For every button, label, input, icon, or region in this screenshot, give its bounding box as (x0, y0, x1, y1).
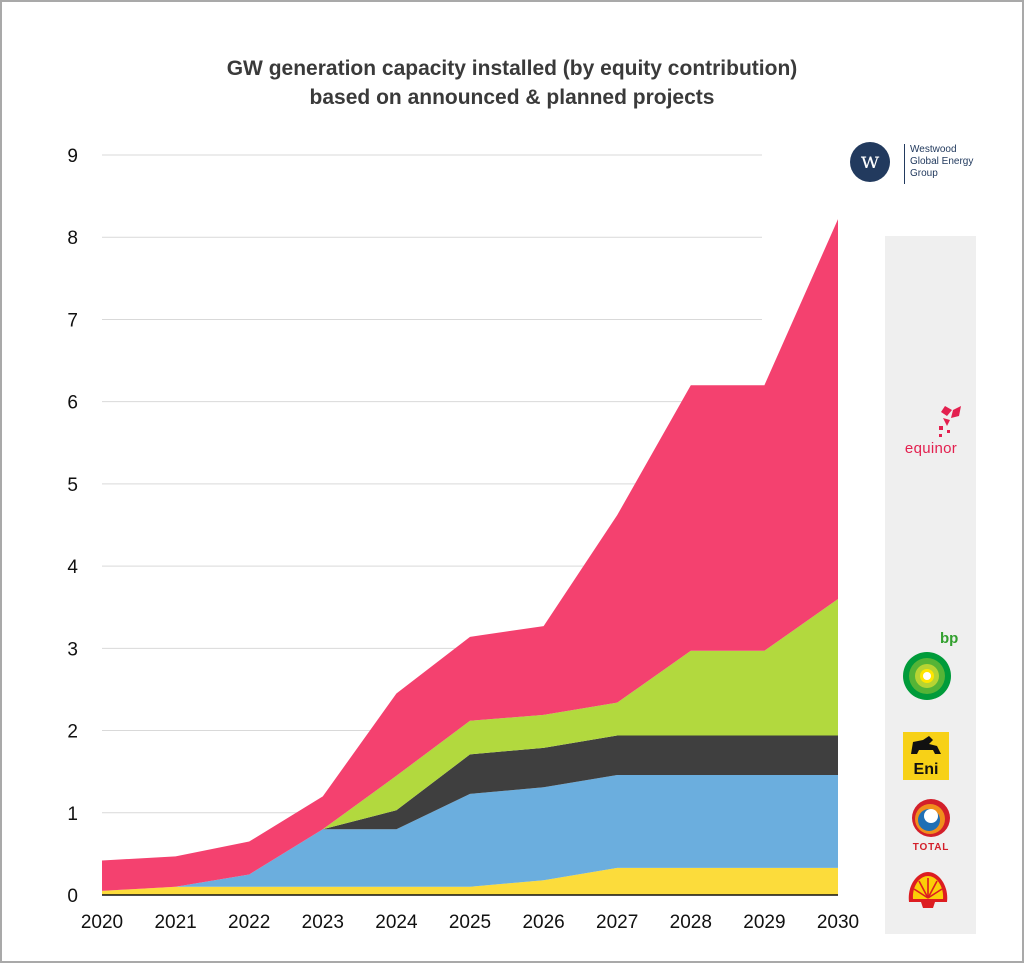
y-tick-label: 8 (67, 228, 78, 249)
shell-pecten-icon (908, 872, 948, 908)
area-total (102, 774, 838, 891)
eni-logo: Eni (903, 732, 949, 780)
westwood-monogram-icon: w (850, 142, 890, 182)
westwood-logo: w Westwood Global Energy Group (850, 142, 1000, 188)
y-tick-label: 5 (67, 475, 78, 496)
y-tick-label: 7 (67, 310, 78, 331)
x-tick-label: 2030 (817, 912, 859, 933)
equinor-star-icon (939, 406, 961, 437)
x-tick-label: 2022 (228, 912, 270, 933)
area-bp (102, 599, 838, 891)
legend-logo-panel: equinor bp Eni TOTAL (885, 236, 976, 934)
area-series (102, 219, 838, 895)
y-tick-label: 3 (67, 639, 78, 660)
axes: 0 1 2 3 4 5 6 7 8 9 2020 2021 2022 2023 2024 2025 2026 20… (67, 146, 859, 933)
area-equinor (102, 219, 838, 891)
area-eni (102, 735, 838, 891)
x-tick-label: 2020 (81, 912, 123, 933)
y-tick-label: 2 (67, 722, 78, 743)
x-tick-label: 2023 (302, 912, 344, 933)
westwood-divider (904, 144, 905, 184)
x-tick-label: 2025 (449, 912, 491, 933)
shell-logo (905, 868, 951, 910)
eni-dog-icon (911, 736, 941, 754)
y-tick-label: 6 (67, 393, 78, 414)
y-tick-label: 0 (67, 886, 78, 907)
x-tick-label: 2027 (596, 912, 638, 933)
equinor-logo: equinor (895, 404, 967, 464)
y-tick-label: 1 (67, 804, 78, 825)
total-logo: TOTAL (899, 796, 963, 858)
x-tick-label: 2028 (670, 912, 712, 933)
y-tick-label: 9 (67, 146, 78, 167)
total-swirl-icon (912, 799, 950, 837)
bp-wordmark: bp (940, 630, 959, 647)
bp-helios-icon (903, 652, 951, 700)
y-tick-label: 4 (67, 557, 78, 578)
chart-title-line1: GW generation capacity installed (by equ… (226, 57, 798, 80)
equinor-wordmark: equinor (904, 440, 958, 457)
eni-wordmark: Eni (913, 761, 939, 778)
chart-title-line2: based on announced & planned projects (309, 86, 715, 109)
chart-title: GW generation capacity installed (by equ… (0, 54, 1024, 112)
x-tick-label: 2029 (743, 912, 785, 933)
total-wordmark: TOTAL (912, 842, 950, 853)
x-tick-label: 2026 (522, 912, 564, 933)
bp-logo: bp (899, 630, 965, 702)
area-shell (102, 867, 838, 895)
x-tick-label: 2021 (154, 912, 196, 933)
x-tick-label: 2024 (375, 912, 418, 933)
westwood-name: Westwood Global Energy Group (910, 144, 974, 179)
